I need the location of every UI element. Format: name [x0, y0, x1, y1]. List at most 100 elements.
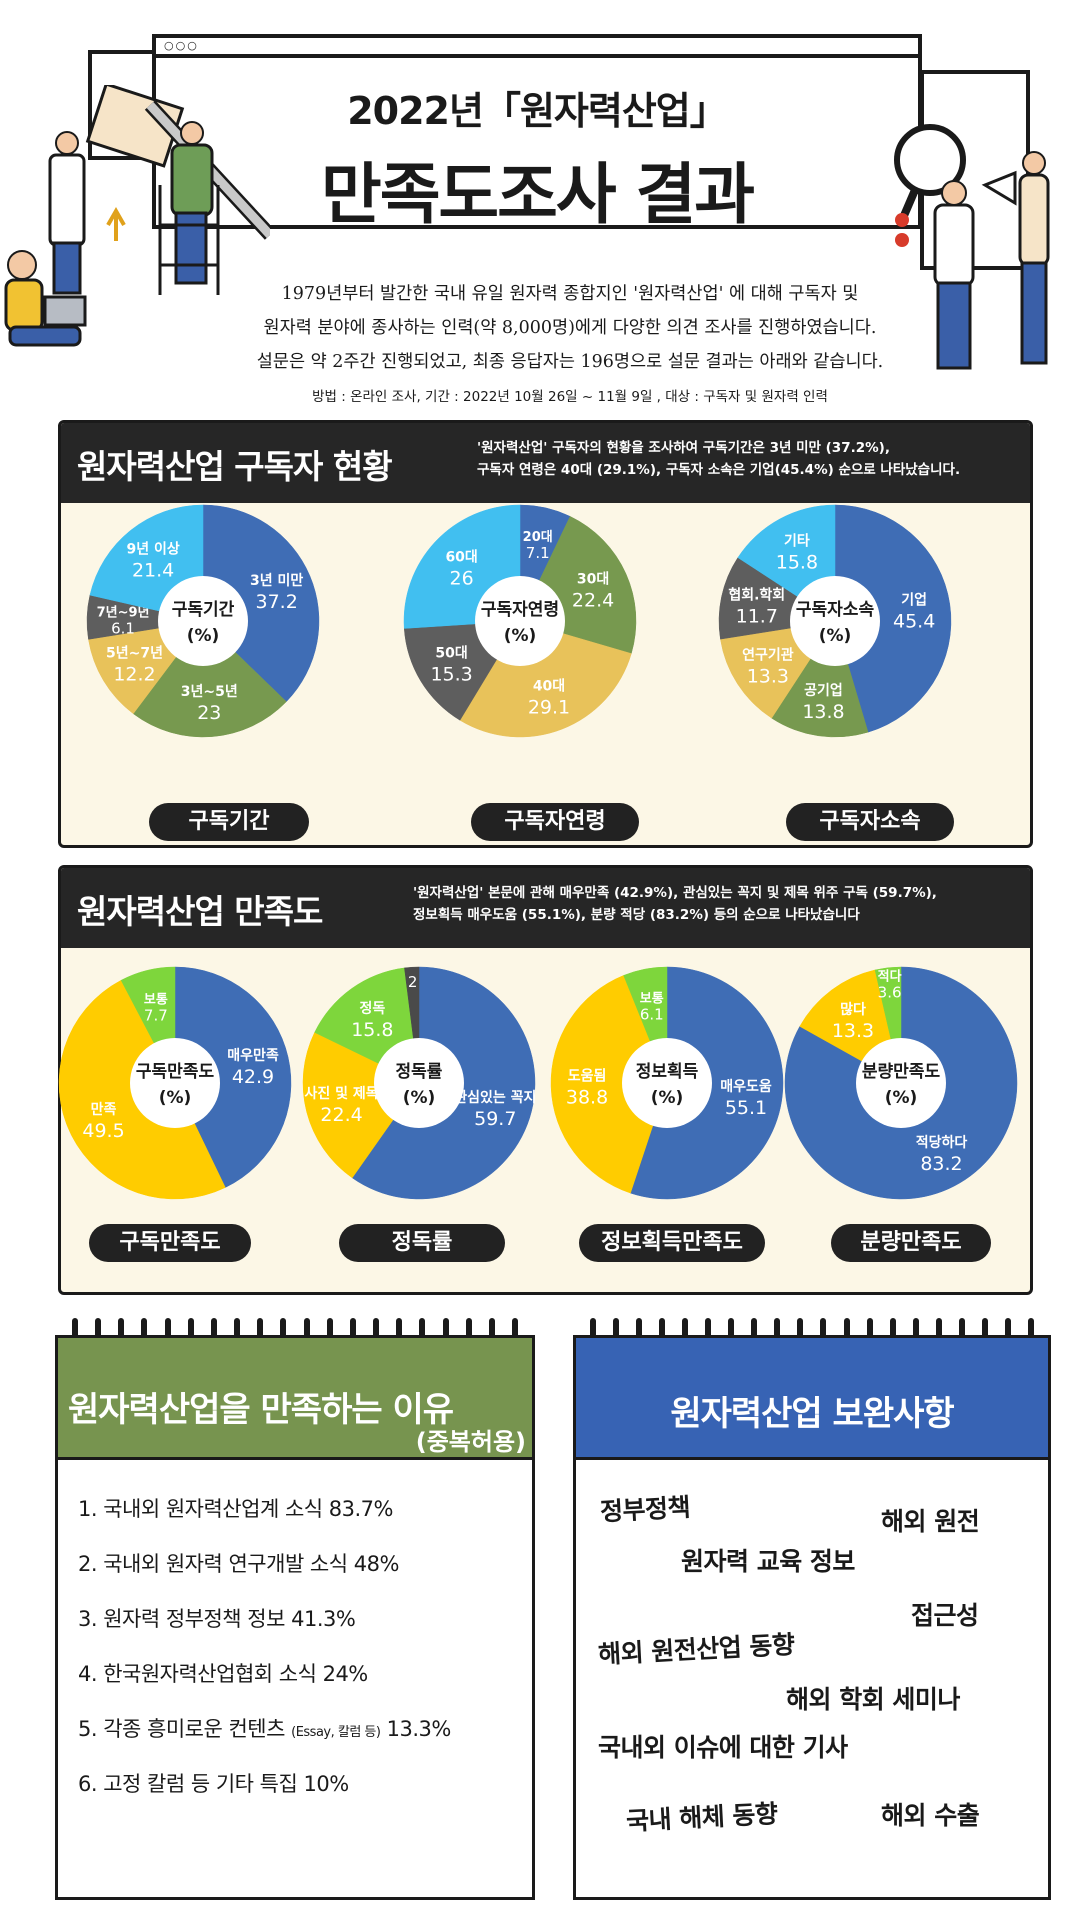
pie-slice-3년-5년: [132, 620, 287, 738]
reason-item: 2. 국내외 원자력 연구개발 소식 48%: [78, 1537, 532, 1592]
donut-center-label: 구독자연령: [481, 599, 559, 620]
improvements-header: 원자력산업 보완사항: [576, 1338, 1048, 1460]
binder-ring: [442, 1318, 449, 1352]
caption-subscription-period: 구독기간: [149, 803, 309, 841]
slice-value-label: 42.9: [232, 1066, 274, 1088]
donut-center-label: (%): [651, 1088, 684, 1108]
panel-description: '원자력산업' 구독자의 현황을 조사하여 구독기간은 3년 미만 (37.2%…: [477, 437, 960, 481]
caption-information-satisfaction: 정보획득만족도: [579, 1224, 765, 1262]
reason-item: 6. 고정 칼럼 등 기타 특집 10%: [78, 1757, 532, 1812]
slice-value-label: 55.1: [725, 1097, 767, 1119]
pie-chart-subscription-period: 3년 미만 37.2 3년~5년 23 5년~7년 12.2 7년~9년6.1 9년 이상 21…: [86, 504, 320, 738]
reason-text: 3. 원자력 정부정책 정보 41.3%: [78, 1607, 356, 1631]
binder-ring: [1027, 1318, 1034, 1352]
donut-center-label: (%): [819, 626, 852, 646]
slice-value-label: 15.8: [776, 552, 818, 574]
binder-ring: [820, 1318, 827, 1352]
slice-category-label: 40대: [533, 679, 565, 695]
pie-slice-공기업: [771, 620, 869, 738]
binder-ring: [373, 1318, 380, 1352]
binder-ring: [141, 1318, 148, 1352]
slice-category-label: 보통: [640, 991, 664, 1006]
panel-header: 원자력산업 만족도 '원자력산업' 본문에 관해 매우만족 (42.9%), 관…: [61, 868, 1030, 948]
binder-ring: [257, 1318, 264, 1352]
slice-category-label: 20대: [523, 530, 553, 545]
survey-method: 방법 : 온라인 조사, 기간 : 2022년 10월 26일 ~ 11월 9일…: [312, 389, 828, 405]
pie-chart-volume: 적당하다 83.2 많다 13.3 적다3.6 분량만족도 (%): [784, 966, 1018, 1200]
binder-ring: [889, 1318, 896, 1352]
slice-value-label: 7.7: [144, 1006, 168, 1024]
person-with-laptop-illustration: [4, 250, 87, 347]
reason-item: 3. 원자력 정부정책 정보 41.3%: [78, 1592, 532, 1647]
improvement-tag: 해외 학회 세미나: [786, 1685, 960, 1714]
binder-ring: [419, 1318, 426, 1352]
donut-center-label: (%): [187, 626, 220, 646]
slice-value-label: 6.1: [111, 619, 135, 637]
caption-subscriber-affiliation: 구독자소속: [786, 803, 954, 841]
title-window: ○○○ 2022년「원자력산업」 만족도조사 결과: [152, 34, 922, 233]
slice-value-label: 22.4: [572, 589, 614, 611]
person-with-magnifier-illustration: [894, 124, 1050, 370]
improvements-title: 원자력산업 보완사항: [670, 1394, 954, 1434]
donut-center-label: 정독률: [396, 1062, 443, 1082]
slice-value-label: 23: [197, 702, 221, 724]
slice-value-label: 7.1: [526, 544, 550, 562]
donut-hole: [622, 1038, 712, 1128]
slice-category-label: 매우도움: [720, 1079, 772, 1095]
intro-text: 1979년부터 발간한 국내 유일 원자력 종합지인 '원자력산업' 에 대해 …: [200, 277, 940, 379]
binder-ring: [118, 1318, 125, 1352]
binder-ring: [511, 1318, 518, 1352]
binder-ring: [72, 1318, 78, 1352]
binder-ring: [797, 1318, 804, 1352]
improvement-tag: 접근성: [911, 1601, 979, 1630]
improvement-tag: 원자력 교육 정보: [681, 1547, 855, 1576]
binder-rings: [72, 1318, 518, 1352]
slice-category-label: 3년 미만: [250, 573, 303, 589]
intro-line: 설문은 약 2주간 진행되었고, 최종 응답자는 196명으로 설문 결과는 아…: [256, 352, 884, 372]
improvement-tag: 국내 해체 동향: [625, 1799, 779, 1836]
donut-center-label: (%): [403, 1088, 436, 1108]
panel-title: 원자력산업 구독자 현황: [77, 447, 393, 486]
pie-slice-도움됨: [550, 975, 668, 1194]
panel-description: '원자력산업' 본문에 관해 매우만족 (42.9%), 관심있는 꼭지 및 제…: [413, 882, 937, 926]
improvement-tag: 해외 원전산업 동향: [597, 1629, 796, 1670]
reason-item: 1. 국내외 원자력산업계 소식 83.7%: [78, 1482, 532, 1537]
reason-text: 5. 각종 흥미로운 컨텐츠: [78, 1717, 292, 1741]
description-line: 정보획득 매우도움 (55.1%), 분량 적당 (83.2%) 등의 순으로 …: [413, 907, 860, 923]
caption-subscriber-age: 구독자연령: [471, 803, 639, 841]
binder-ring: [349, 1318, 356, 1352]
binder-ring: [488, 1318, 495, 1352]
binder-ring: [958, 1318, 965, 1352]
slice-value-label: 11.7: [736, 605, 778, 627]
slice-value-label: 15.3: [430, 664, 472, 686]
donut-center-label: 구독만족도: [136, 1062, 215, 1082]
binder-ring: [396, 1318, 403, 1352]
donut-center-label: (%): [504, 626, 537, 646]
slice-category-label: 연구기관: [742, 647, 794, 664]
reason-item: 4. 한국원자력산업협회 소식 24%: [78, 1647, 532, 1702]
binder-ring: [751, 1318, 758, 1352]
slice-value-label: 21.4: [132, 559, 174, 581]
binder-ring: [326, 1318, 333, 1352]
slice-category-label: 공기업: [804, 683, 843, 699]
pie-chart-information: 매우도움 55.1 도움됨 38.8 보통6.1 정보획득 (%): [550, 966, 784, 1200]
donut-hole: [130, 1038, 220, 1128]
reason-text: 6. 고정 칼럼 등 기타 특집 10%: [78, 1772, 349, 1796]
binder-ring: [866, 1318, 873, 1352]
description-line: '원자력산업' 본문에 관해 매우만족 (42.9%), 관심있는 꼭지 및 제…: [413, 885, 937, 901]
slice-category-label: 많다: [840, 1001, 866, 1018]
intro-line: 원자력 분야에 종사하는 인력(약 8,000명)에게 다양한 의견 조사를 진…: [263, 318, 877, 338]
binder-ring: [1004, 1318, 1011, 1352]
pie-slice-매우만족: [174, 966, 292, 1188]
reason-suffix: 13.3%: [380, 1717, 452, 1741]
slice-category-label: 사진 및 제목: [304, 1085, 378, 1102]
reason-text: 1. 국내외 원자력산업계 소식 83.7%: [78, 1497, 393, 1521]
description-line: '원자력산업' 구독자의 현황을 조사하여 구독기간은 3년 미만 (37.2%…: [477, 440, 890, 456]
description-line: 구독자 연령은 40대 (29.1%), 구독자 소속은 기업(45.4%) 순…: [477, 462, 961, 478]
reasons-board: 원자력산업을 만족하는 이유 (중복허용) 1. 국내외 원자력산업계 소식 8…: [55, 1318, 535, 1900]
slice-category-label: 만족: [91, 1102, 117, 1118]
donut-hole: [790, 576, 880, 666]
caption-volume-satisfaction: 분량만족도: [831, 1224, 991, 1262]
panel-header: 원자력산업 구독자 현황 '원자력산업' 구독자의 현황을 조사하여 구독기간은…: [61, 423, 1030, 503]
